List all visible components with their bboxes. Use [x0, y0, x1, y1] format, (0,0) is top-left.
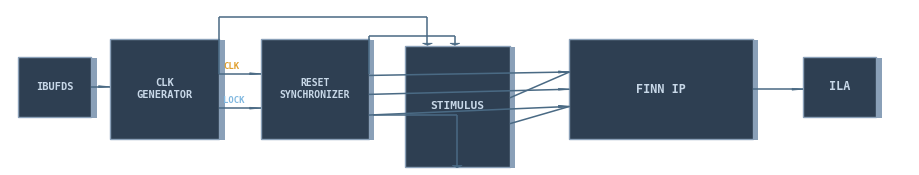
FancyBboxPatch shape — [570, 39, 753, 139]
FancyBboxPatch shape — [404, 46, 510, 167]
FancyBboxPatch shape — [575, 40, 758, 140]
Polygon shape — [559, 71, 570, 73]
FancyBboxPatch shape — [261, 39, 369, 139]
FancyBboxPatch shape — [410, 47, 516, 168]
FancyBboxPatch shape — [803, 57, 877, 117]
FancyBboxPatch shape — [267, 40, 374, 140]
Polygon shape — [452, 166, 462, 168]
Text: IBUFDS: IBUFDS — [36, 82, 74, 92]
Polygon shape — [250, 73, 261, 75]
Text: FINN IP: FINN IP — [636, 83, 686, 96]
FancyBboxPatch shape — [809, 58, 882, 118]
Polygon shape — [559, 106, 570, 107]
Polygon shape — [559, 106, 570, 107]
Text: CLK
GENERATOR: CLK GENERATOR — [136, 78, 193, 100]
Polygon shape — [559, 71, 570, 73]
Text: ILA: ILA — [829, 80, 850, 93]
Text: RESET
SYNCHRONIZER: RESET SYNCHRONIZER — [279, 78, 350, 100]
Polygon shape — [792, 88, 803, 90]
FancyBboxPatch shape — [109, 39, 220, 139]
Polygon shape — [98, 86, 109, 88]
FancyBboxPatch shape — [115, 40, 225, 140]
Text: STIMULUS: STIMULUS — [430, 102, 484, 111]
Polygon shape — [250, 107, 261, 109]
Polygon shape — [450, 43, 460, 45]
Text: CLK: CLK — [223, 62, 239, 71]
Text: LOCK: LOCK — [223, 96, 244, 105]
FancyBboxPatch shape — [17, 57, 91, 117]
Polygon shape — [423, 43, 432, 45]
FancyBboxPatch shape — [23, 58, 96, 118]
Polygon shape — [559, 88, 570, 90]
